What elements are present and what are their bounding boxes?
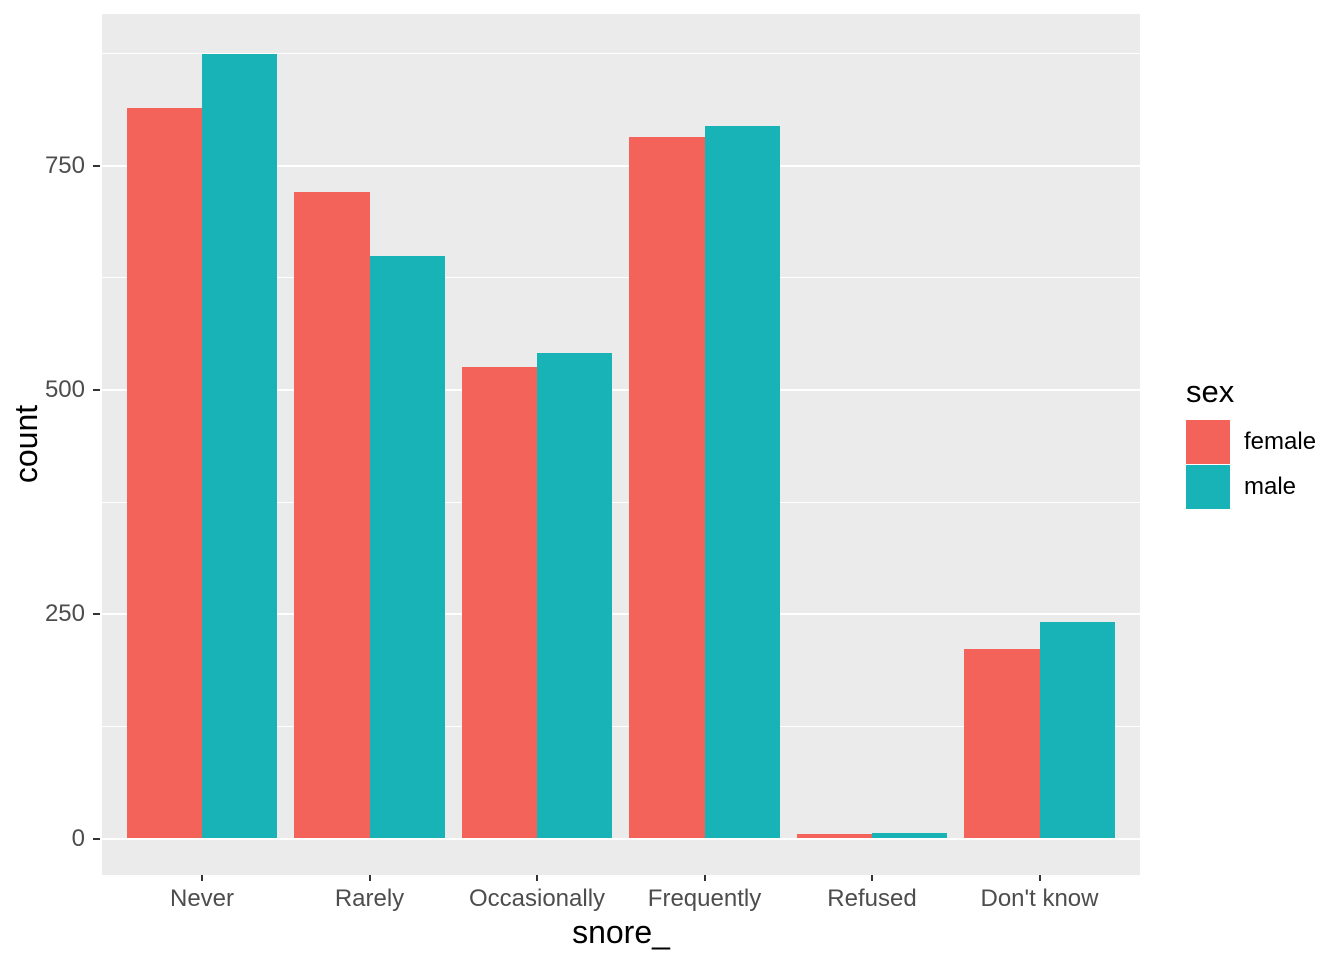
- y-tick-label-750: 750: [44, 151, 85, 179]
- y-tick-750: [93, 164, 100, 167]
- x-tick-label-1: Rarely: [334, 885, 405, 912]
- bar-female-4: [796, 834, 872, 839]
- x-tick-label-0: Never: [169, 885, 235, 912]
- y-tick-label-250: 250: [44, 600, 85, 628]
- x-tick-2: [536, 875, 538, 881]
- bar-male-3: [704, 126, 780, 839]
- x-tick-label-3: Frequently: [647, 885, 762, 912]
- gridline-major: [101, 837, 1140, 840]
- y-tick-250: [93, 613, 100, 616]
- legend-keys: female male: [1186, 419, 1316, 509]
- y-tick-500: [93, 388, 100, 391]
- gridline-major: [101, 613, 1140, 616]
- x-tick-1: [368, 875, 371, 881]
- legend: sex female male: [1186, 374, 1316, 509]
- x-tick-0: [201, 875, 203, 881]
- gridline-minor: [101, 277, 1140, 279]
- x-tick-label-5: Don't know: [980, 885, 1099, 912]
- bar-male-0: [202, 54, 278, 839]
- y-tick-label-0: 0: [71, 824, 85, 852]
- bar-male-1: [369, 256, 445, 839]
- legend-key-female: female: [1186, 419, 1316, 464]
- legend-swatch-male: [1186, 464, 1230, 509]
- x-tick-5: [1038, 875, 1041, 881]
- bar-male-4: [872, 833, 948, 839]
- x-tick-3: [703, 875, 706, 881]
- bar-male-5: [1039, 622, 1115, 839]
- bar-female-0: [126, 108, 202, 839]
- legend-label-male: male: [1244, 472, 1297, 500]
- legend-key-male: male: [1186, 464, 1316, 509]
- plot-panel: [101, 14, 1140, 875]
- bar-female-5: [964, 649, 1040, 839]
- y-axis-title: count: [8, 404, 44, 484]
- bar-female-2: [461, 366, 537, 839]
- legend-swatch-female: [1186, 419, 1230, 464]
- gridline-minor: [101, 501, 1140, 503]
- x-tick-label-2: Occasionally: [468, 885, 606, 912]
- x-tick-4: [871, 875, 873, 881]
- bar-male-2: [537, 353, 613, 839]
- x-tick-label-4: Refused: [827, 885, 917, 912]
- y-tick-label-500: 500: [44, 375, 85, 403]
- gridline-minor: [101, 725, 1140, 727]
- gridline-minor: [101, 52, 1140, 54]
- bar-female-1: [294, 192, 370, 839]
- legend-label-female: female: [1244, 427, 1317, 455]
- y-tick-0: [93, 837, 100, 840]
- gridline-major: [101, 388, 1140, 391]
- x-axis-title: snore_: [572, 914, 670, 950]
- gridline-major: [101, 164, 1140, 167]
- legend-title: sex: [1186, 374, 1235, 409]
- bar-female-3: [629, 136, 705, 839]
